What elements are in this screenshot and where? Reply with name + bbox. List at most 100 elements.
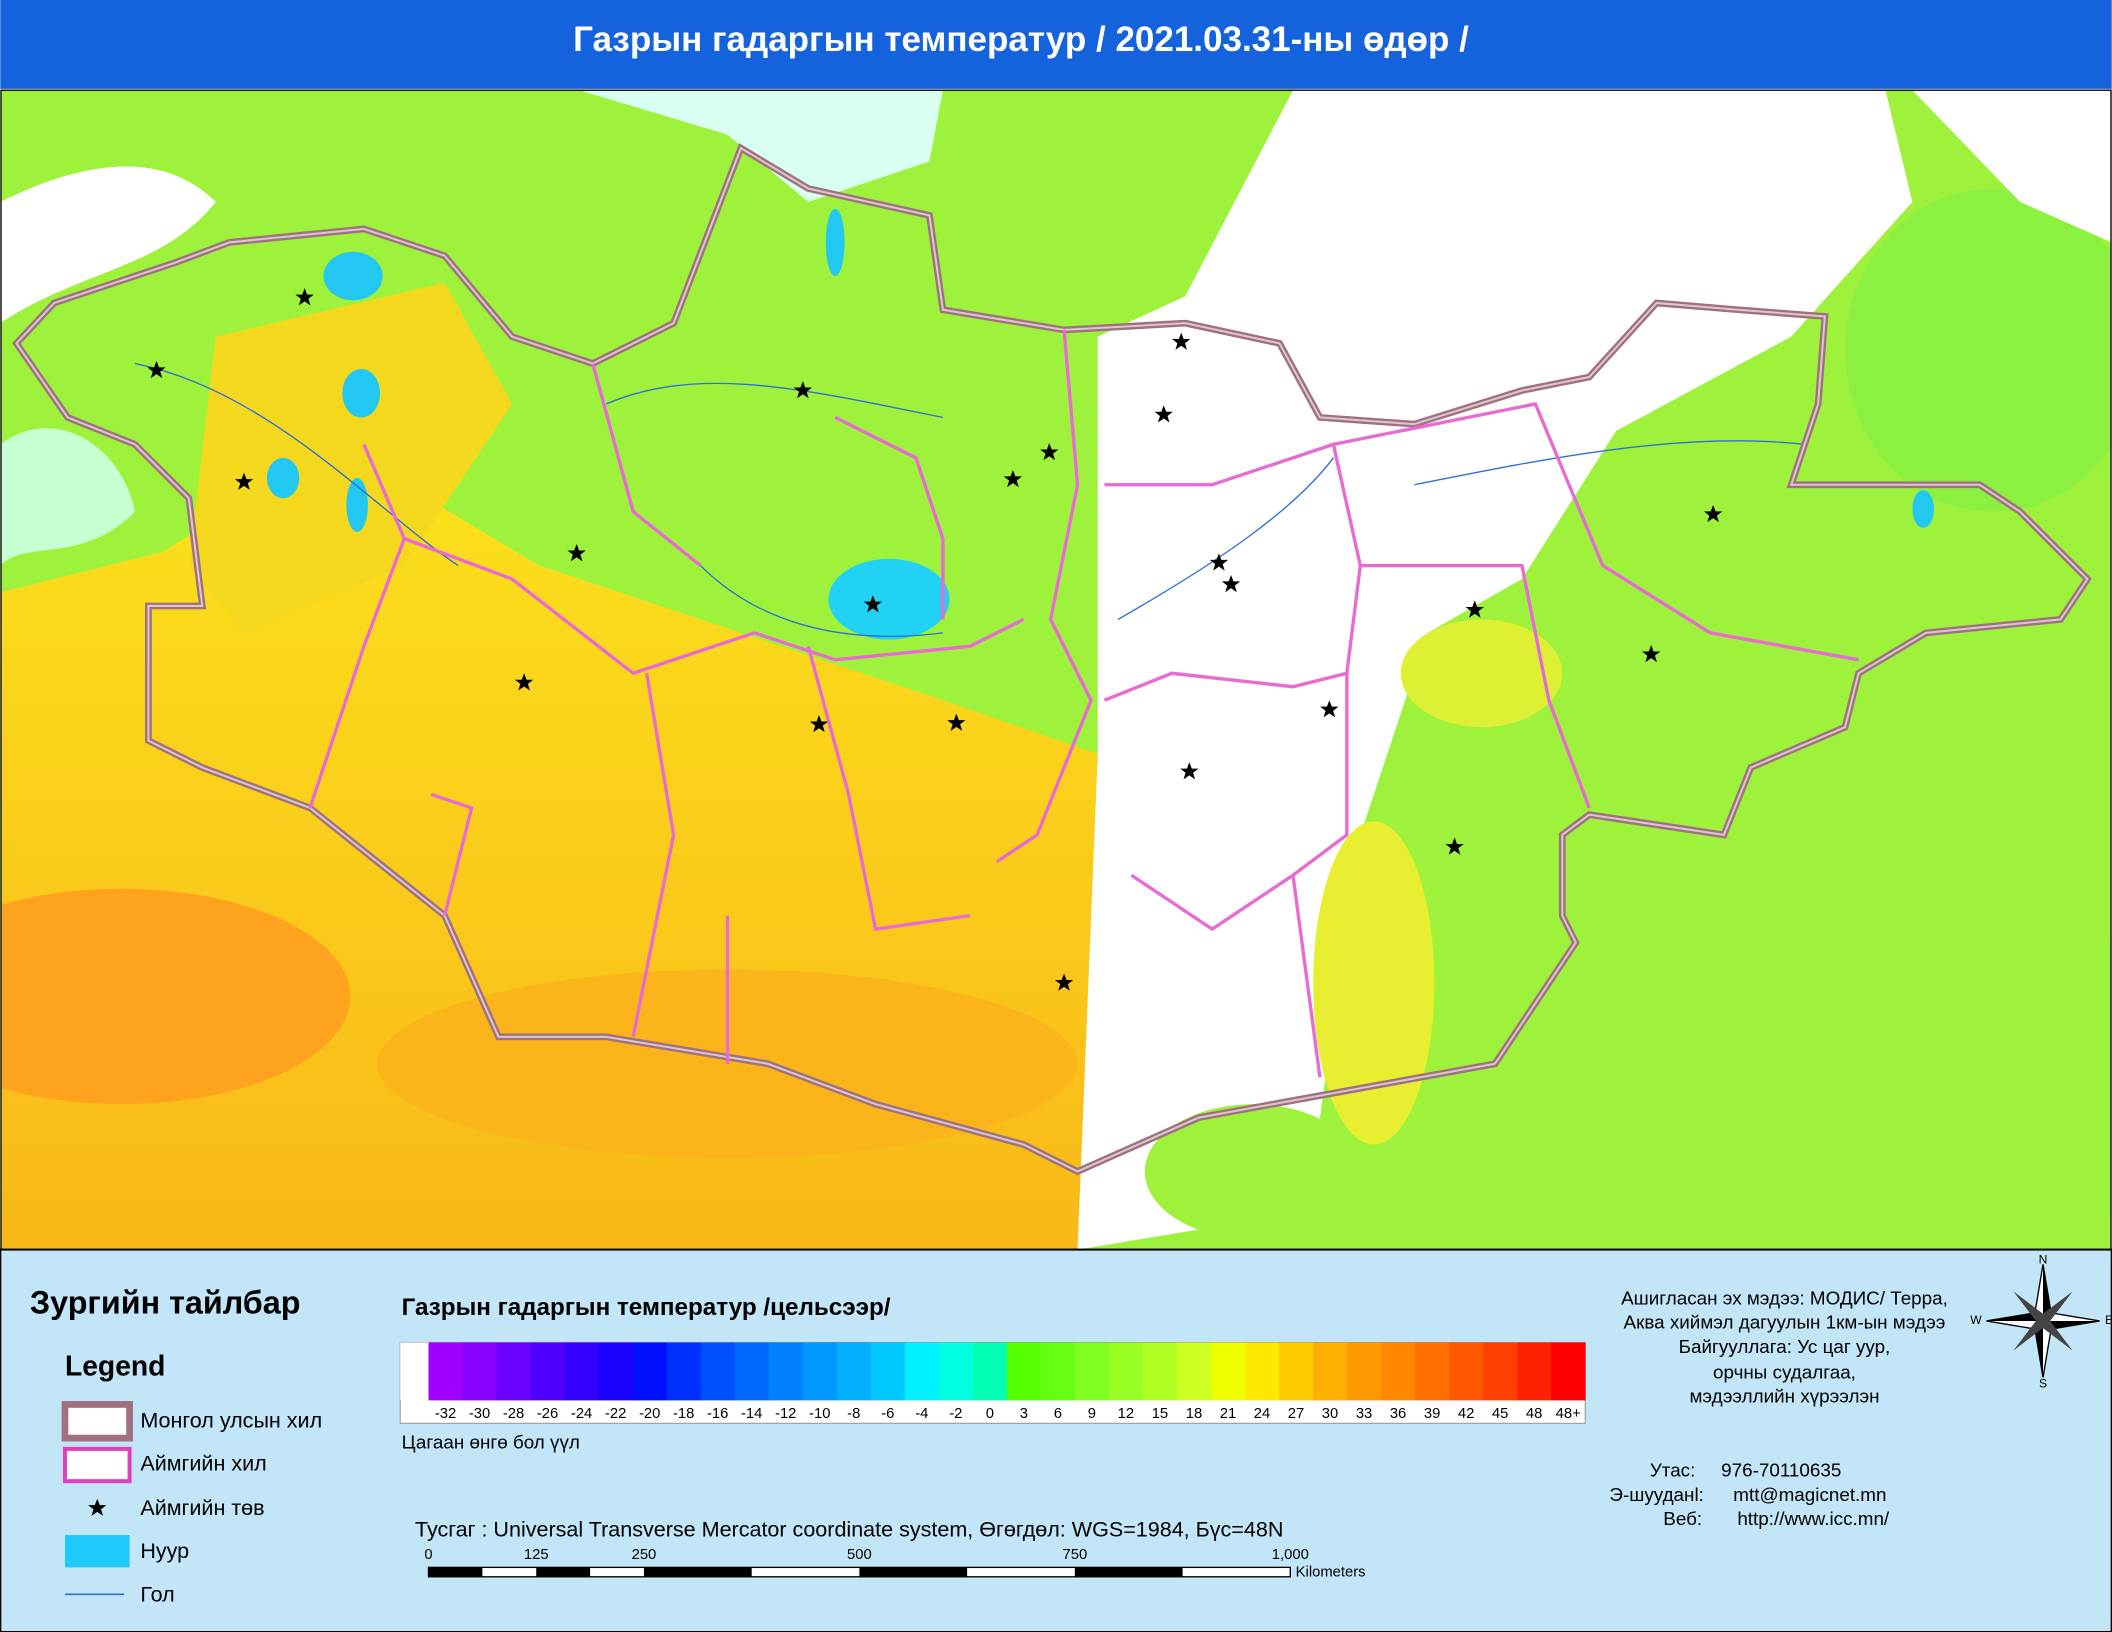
colorbar-label: 9 (1088, 1406, 1096, 1422)
warm-region (188, 282, 513, 633)
source-line: орчны судалгаа, (1713, 1361, 1856, 1382)
colorbar-label: -2 (949, 1406, 962, 1422)
river (134, 362, 1805, 637)
map (1, 90, 2111, 1250)
colorbar-swatch (1176, 1342, 1212, 1401)
contact-label: Веб: (1663, 1508, 1702, 1529)
projection: Тусгаг : Universal Transverse Mercator c… (415, 1518, 1283, 1542)
colorbar-label: 21 (1220, 1406, 1236, 1422)
colorbar-label: 0 (986, 1406, 994, 1422)
colorbar-label: -18 (673, 1406, 694, 1422)
contact-value: http://www.icc.mn/ (1737, 1508, 1890, 1529)
contact-label: Утас: (1650, 1460, 1696, 1481)
legend-item: Монгол улсын хил (140, 1409, 322, 1433)
scale-title: Газрын гадаргын температур /цельсээр/ (402, 1294, 891, 1321)
cloud (1912, 90, 2111, 242)
country-border-core (15, 146, 2089, 1173)
source-line: Аква хиймэл дагуулын 1км-ын мэдээ (1624, 1312, 1946, 1333)
colorbar-label: -14 (741, 1406, 762, 1422)
colorbar-label: -16 (707, 1406, 728, 1422)
colorbar-label: 24 (1254, 1406, 1270, 1422)
colorbar-label: 36 (1390, 1406, 1406, 1422)
scale-bar-segment (1074, 1567, 1183, 1577)
legend-item: Нуур (140, 1539, 189, 1563)
colorbar-swatch (598, 1342, 634, 1401)
colorbar-swatch (1006, 1342, 1042, 1401)
colorbar-label: -4 (915, 1406, 928, 1422)
colorbar-label: -22 (605, 1406, 626, 1422)
colorbar-label: 33 (1356, 1406, 1372, 1422)
legend-subtitle: Legend (65, 1350, 166, 1382)
colorbar-swatch (1074, 1342, 1110, 1401)
contact-value: 976-70110635 (1721, 1460, 1841, 1481)
scale-tick: 0 (424, 1547, 432, 1563)
land-green (1979, 902, 2111, 1250)
colorbar-swatch (1210, 1342, 1246, 1401)
colorbar-swatch (700, 1342, 736, 1401)
province-border (308, 329, 1859, 1078)
cloud (1, 166, 216, 323)
compass-w: W (1970, 1313, 1982, 1327)
scale-tick: 125 (524, 1547, 549, 1563)
colorbar-swatch (904, 1342, 940, 1401)
scale-tick: 250 (632, 1547, 657, 1563)
colorbar-label: 39 (1424, 1406, 1440, 1422)
colorbar-swatch (666, 1342, 702, 1401)
scale-bar: 0 125 250 500 750 1,000 Kilometers (424, 1547, 1365, 1581)
colorbar-label: -10 (809, 1406, 830, 1422)
colorbar-swatch (632, 1342, 668, 1401)
colorbar-label: -30 (469, 1406, 490, 1422)
compass-rose-minor (2013, 1291, 2073, 1351)
colorbar-swatch (564, 1342, 600, 1401)
colorbar-label: -32 (435, 1406, 456, 1422)
source-line: Ашигласан эх мэдээ: МОДИС/ Терра, (1621, 1287, 1948, 1308)
colorbar-swatch (768, 1342, 804, 1401)
colorbar-swatch (1040, 1342, 1076, 1401)
colorbar-swatch (836, 1342, 872, 1401)
colorbar-swatch (938, 1342, 974, 1401)
scale-tick: 500 (847, 1547, 872, 1563)
cloud-edge (1, 428, 135, 565)
legend-swatch-province (62, 1446, 132, 1484)
colorbar-cloud-swatch (400, 1342, 429, 1401)
cloud (1077, 90, 1913, 1250)
colorbar-swatch (1347, 1342, 1382, 1401)
colorbar: -32 -30 -28 -26 -24 -22 -20 -18 -16 -14 -12 -10 -8 -6… (428, 1342, 1586, 1422)
contact-value: mtt@magicnet.mn (1733, 1484, 1886, 1505)
legend-item: Аймгийн төв (140, 1496, 264, 1520)
colorbar-swatch (870, 1342, 906, 1401)
colorbar-label: 48+ (1556, 1406, 1581, 1422)
source-line: мэдээллийн хүрээлэн (1689, 1386, 1879, 1407)
colorbar-swatch (1517, 1342, 1552, 1401)
colorbar-label: 3 (1020, 1406, 1028, 1422)
compass-e: E (2105, 1313, 2112, 1327)
colorbar-swatch (1381, 1342, 1416, 1401)
legend-item: Гол (140, 1582, 174, 1606)
colorbar-label: 30 (1322, 1406, 1338, 1422)
colorbar-swatch (496, 1342, 531, 1401)
legend-swatch-country (61, 1401, 133, 1442)
colorbar-swatch (734, 1342, 770, 1401)
scale-bar-segment (643, 1567, 752, 1577)
colorbar-swatch (1415, 1342, 1450, 1401)
lake (346, 478, 368, 532)
colorbar-swatch (530, 1342, 565, 1401)
source-info: Ашигласан эх мэдээ: МОДИС/ Терра, Аква х… (1621, 1287, 1948, 1406)
colorbar-label: -28 (503, 1406, 524, 1422)
lake (323, 251, 383, 301)
land-green (1400, 619, 1563, 728)
legend-swatch-lake (64, 1535, 130, 1568)
colorbar-swatch (972, 1342, 1008, 1401)
land-green (1602, 417, 1899, 580)
land-green (1313, 821, 1435, 1145)
title: Газрын гадаргын температур / 2021.03.31-… (573, 20, 1469, 59)
colorbar-label: 42 (1458, 1406, 1474, 1422)
colorbar-swatch (1279, 1342, 1314, 1401)
colorbar-label: -20 (639, 1406, 660, 1422)
colorbar-label: 15 (1152, 1406, 1168, 1422)
colorbar-swatch (1142, 1342, 1178, 1401)
colorbar-label: 12 (1118, 1406, 1134, 1422)
header-bar (0, 0, 2112, 89)
